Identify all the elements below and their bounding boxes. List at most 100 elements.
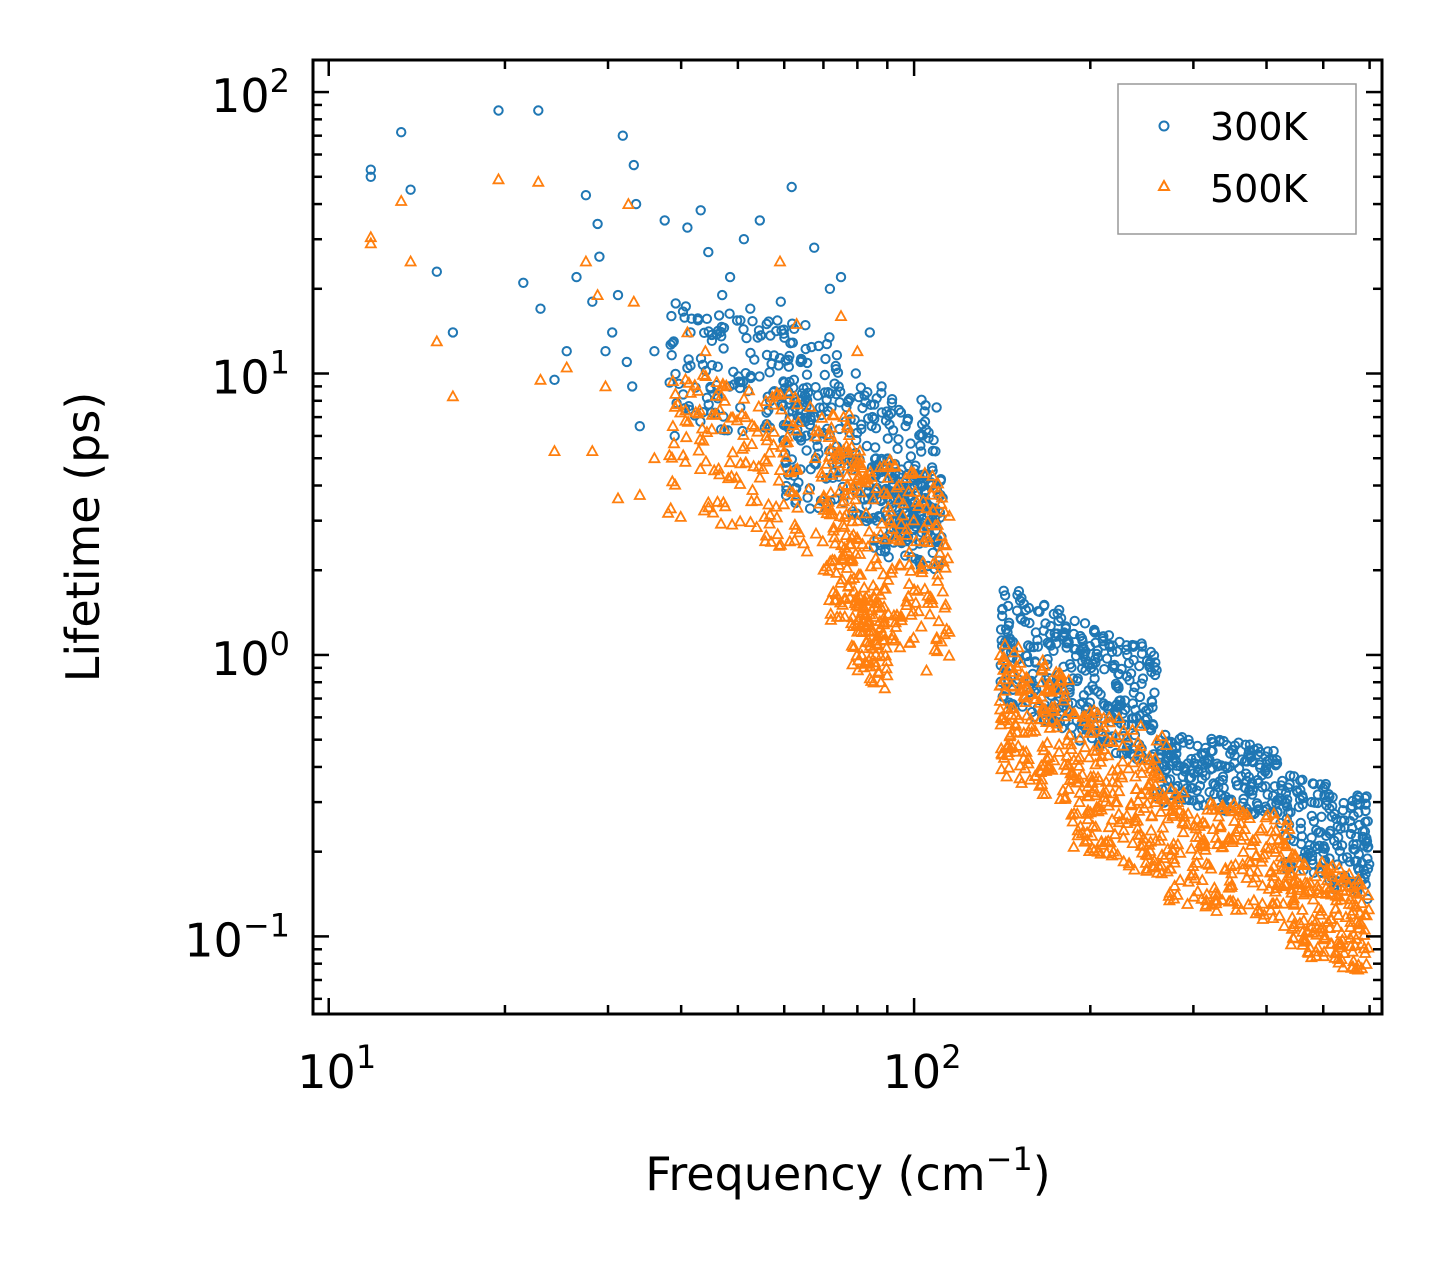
point-300k-5 <box>447 327 459 338</box>
point-300k-205 <box>810 382 821 393</box>
point-500k-484 <box>824 607 838 619</box>
point-500k-857 <box>1147 853 1161 866</box>
point-500k-639 <box>1043 721 1057 733</box>
point-300k-1361 <box>1295 784 1306 796</box>
point-500k-560 <box>878 681 892 694</box>
point-500k-917 <box>1098 790 1112 803</box>
point-500k-839 <box>1100 846 1114 859</box>
point-500k-24 <box>773 254 787 267</box>
point-500k-13 <box>591 288 605 301</box>
point-500k-725 <box>1013 771 1027 784</box>
point-500k-774 <box>1086 818 1100 831</box>
point-500k-209 <box>701 495 715 508</box>
point-500k-1322 <box>1335 873 1349 886</box>
point-300k-938 <box>1066 662 1077 673</box>
point-300k-17 <box>600 346 611 357</box>
point-500k-335 <box>942 624 956 637</box>
point-500k-897 <box>1121 761 1136 774</box>
point-500k-171 <box>725 517 739 530</box>
point-500k-418 <box>889 532 904 544</box>
point-500k-624 <box>998 713 1012 726</box>
point-500k-369 <box>827 520 841 533</box>
point-300k-136 <box>724 308 735 319</box>
point-300k-89 <box>747 316 758 327</box>
point-300k-1306 <box>1331 840 1343 851</box>
point-500k-541 <box>877 611 891 623</box>
point-500k-1161 <box>1166 807 1180 819</box>
point-500k-851 <box>1112 807 1126 819</box>
point-500k-942 <box>1114 767 1128 780</box>
y-tick-label-100: 102 <box>211 62 290 123</box>
point-500k-1108 <box>1248 870 1262 883</box>
point-300k-41 <box>786 181 797 193</box>
point-300k-197 <box>778 324 790 335</box>
point-300k-20 <box>617 130 628 141</box>
point-300k-744 <box>1048 645 1059 656</box>
point-500k-1351 <box>1301 884 1316 896</box>
point-500k-1000 <box>1222 880 1236 893</box>
point-500k-953 <box>1098 794 1113 807</box>
point-500k-161 <box>756 462 770 475</box>
point-500k-59 <box>682 375 696 388</box>
point-300k-915 <box>1114 668 1125 680</box>
point-500k-112 <box>769 499 783 512</box>
point-500k-1098 <box>1163 861 1177 874</box>
point-300k-158 <box>734 382 746 394</box>
point-500k-503 <box>867 610 881 622</box>
point-500k-12 <box>585 444 599 457</box>
point-500k-1122 <box>1162 888 1176 901</box>
point-500k-200 <box>814 466 828 478</box>
point-500k-3 <box>404 254 418 267</box>
legend-marker-300k <box>1158 120 1170 132</box>
point-500k-536 <box>878 633 892 645</box>
point-500k-1131 <box>1181 806 1195 819</box>
point-500k-29 <box>919 663 934 676</box>
point-500k-896 <box>1078 834 1092 847</box>
point-500k-195 <box>783 484 797 496</box>
point-300k-1351 <box>1316 811 1327 822</box>
point-300k-1366 <box>1336 840 1348 851</box>
point-500k-1172 <box>1202 857 1216 870</box>
point-500k-452 <box>895 609 909 622</box>
point-500k-866 <box>1145 808 1159 821</box>
point-500k-869 <box>1110 847 1125 860</box>
point-500k-1077 <box>1167 855 1182 868</box>
point-300k-965 <box>1111 680 1122 692</box>
point-500k-463 <box>902 577 916 589</box>
point-500k-909 <box>1081 803 1095 816</box>
point-500k-945 <box>1105 812 1119 825</box>
point-500k-949 <box>1091 844 1105 857</box>
point-500k-557 <box>844 616 858 629</box>
point-500k-722 <box>1005 678 1019 691</box>
point-500k-1153 <box>1208 802 1223 815</box>
point-300k-581 <box>887 474 898 485</box>
point-500k-666 <box>994 762 1009 775</box>
point-500k-1171 <box>1226 894 1240 907</box>
point-500k-1341 <box>1334 937 1348 950</box>
point-500k-1271 <box>1287 917 1301 930</box>
point-300k-677 <box>998 585 1009 596</box>
point-300k-1355 <box>1309 841 1321 852</box>
point-500k-2 <box>394 194 408 206</box>
point-500k-697 <box>1047 753 1061 766</box>
point-300k-23 <box>628 159 639 171</box>
point-300k-7 <box>518 277 529 288</box>
point-500k-163 <box>733 456 748 469</box>
plot-area <box>364 105 1376 975</box>
point-500k-1338 <box>1350 915 1364 927</box>
point-500k-701 <box>1029 692 1043 704</box>
point-300k-958 <box>1122 649 1133 660</box>
point-300k-756 <box>1040 618 1051 629</box>
point-500k-374 <box>909 534 923 547</box>
point-500k-476 <box>930 632 944 645</box>
point-500k-438 <box>938 560 952 573</box>
point-300k-21 <box>621 356 632 368</box>
point-500k-287 <box>892 492 906 505</box>
point-500k-1347 <box>1361 888 1375 901</box>
point-500k-1327 <box>1332 955 1346 968</box>
point-500k-1321 <box>1298 875 1312 888</box>
point-500k-692 <box>1035 777 1049 790</box>
point-500k-1162 <box>1279 827 1293 840</box>
point-500k-219 <box>666 374 680 387</box>
point-500k-1331 <box>1315 886 1329 898</box>
